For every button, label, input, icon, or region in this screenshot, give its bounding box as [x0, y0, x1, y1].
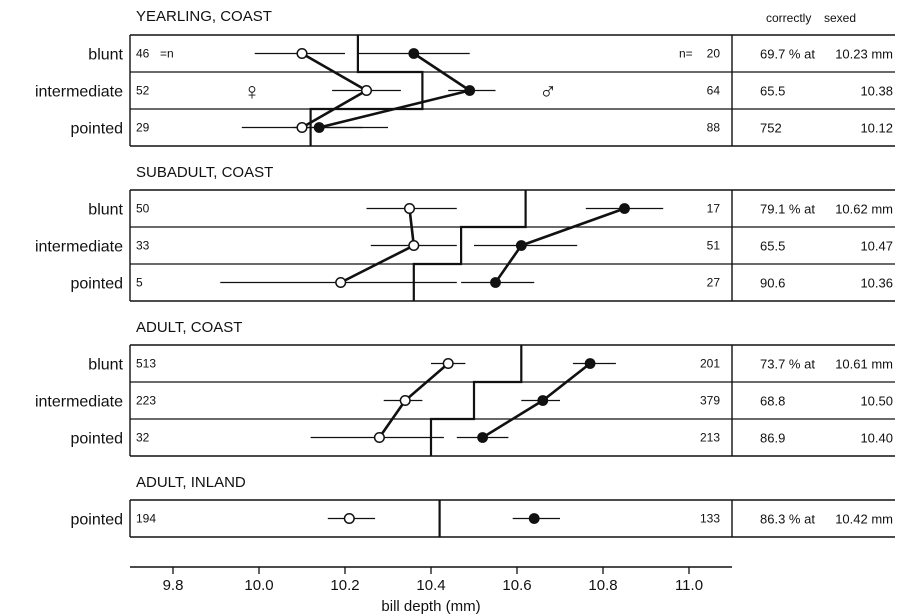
male-mean-point [464, 85, 476, 96]
n-female: 29 [136, 121, 150, 135]
row-label: pointed [71, 121, 124, 138]
panel-frames [129, 34, 895, 574]
n-female-annotation: =n [160, 47, 174, 61]
female-mean-point [442, 357, 454, 370]
correct-pct: 73.7 % at [760, 357, 815, 372]
row-label: blunt [88, 357, 123, 374]
row-label: intermediate [35, 394, 123, 411]
correct-pct: 65.5 [760, 84, 785, 99]
chart-marks [220, 35, 664, 537]
threshold-line [429, 345, 523, 456]
cutoff-value: 10.23 mm [835, 47, 893, 62]
n-female: 5 [136, 276, 143, 290]
correct-pct: 752 [760, 121, 782, 136]
n-female: 33 [136, 239, 150, 253]
threshold-line [309, 35, 424, 146]
female-mean-point [343, 512, 355, 525]
male-mean-point [515, 240, 527, 251]
x-tick-label: 9.8 [163, 577, 184, 594]
x-tick-label: 10.8 [588, 577, 617, 594]
cutoff-value: 10.12 [860, 121, 893, 136]
row-label: intermediate [35, 239, 123, 256]
threshold-line [412, 190, 527, 301]
male-mean-point [528, 513, 540, 524]
row-label: pointed [71, 431, 124, 448]
panel-title: ADULT, COAST [136, 319, 242, 336]
correct-pct: 90.6 [760, 276, 785, 291]
cutoff-value: 10.47 [860, 239, 893, 254]
n-female: 223 [136, 394, 156, 408]
n-female: 194 [136, 512, 156, 526]
chart-text: correctly sexed YEARLING, COAST blunt 46 20 69… [35, 8, 893, 615]
female-mean-point [403, 202, 416, 215]
correct-pct: 68.8 [760, 394, 785, 409]
female-mean-point [399, 394, 411, 407]
cutoff-value: 10.36 [860, 276, 893, 291]
n-male: 64 [707, 84, 721, 98]
female-mean-point [335, 276, 347, 289]
female-mean-point [373, 431, 385, 444]
n-female: 32 [136, 431, 150, 445]
n-female: 52 [136, 84, 150, 98]
cutoff-value: 10.61 mm [835, 357, 893, 372]
n-female: 513 [136, 357, 156, 371]
correct-pct: 86.9 [760, 431, 785, 446]
n-male: 20 [707, 47, 721, 61]
x-tick-label: 11.0 [675, 577, 703, 594]
n-male: 201 [700, 357, 720, 371]
x-tick-label: 10.2 [330, 577, 359, 594]
n-female: 50 [136, 202, 150, 216]
female-mean-point [408, 239, 420, 252]
cutoff-value: 10.62 mm [835, 202, 893, 217]
x-tick-label: 10.4 [416, 577, 445, 594]
n-male: 51 [707, 239, 721, 253]
n-male: 17 [707, 202, 721, 216]
row-label: pointed [71, 512, 124, 529]
row-label: blunt [88, 47, 123, 64]
x-axis-title: bill depth (mm) [381, 598, 480, 615]
x-tick-label: 10.6 [502, 577, 531, 594]
male-mean-point [537, 395, 549, 406]
n-male: 133 [700, 512, 720, 526]
female-mean-point [360, 84, 373, 97]
male-mean-point [619, 203, 630, 214]
male-mean-point [490, 277, 501, 288]
n-female: 46 [136, 47, 150, 61]
correct-pct: 79.1 % at [760, 202, 815, 217]
n-male: 379 [700, 394, 720, 408]
male-symbol: ♂ [539, 79, 557, 106]
male-mean-point [408, 48, 420, 59]
cutoff-value: 10.38 [860, 84, 893, 99]
cutoff-value: 10.40 [860, 431, 893, 446]
n-male: 88 [707, 121, 721, 135]
x-tick-label: 10.0 [244, 577, 273, 594]
n-male: 27 [707, 276, 721, 290]
correct-pct: 65.5 [760, 239, 785, 254]
panel-title: SUBADULT, COAST [136, 164, 273, 181]
header-correctly: correctly [766, 11, 811, 25]
row-label: blunt [88, 202, 123, 219]
male-mean-point [477, 432, 489, 443]
correct-pct: 86.3 % at [760, 512, 815, 527]
cutoff-value: 10.42 mm [835, 512, 893, 527]
n-male-annotation: n= [679, 47, 693, 61]
female-mean-point [296, 121, 308, 134]
male-mean-point [584, 358, 596, 369]
male-mean-point [313, 122, 325, 133]
n-male: 213 [700, 431, 720, 445]
header-sexed: sexed [824, 11, 856, 25]
correct-pct: 69.7 % at [760, 47, 815, 62]
female-symbol: ♀ [243, 79, 261, 106]
row-label: pointed [71, 276, 124, 293]
panel-title: YEARLING, COAST [136, 8, 272, 25]
row-label: intermediate [35, 84, 123, 101]
cutoff-value: 10.50 [860, 394, 893, 409]
female-mean-point [296, 47, 308, 60]
panel-title: ADULT, INLAND [136, 474, 246, 491]
